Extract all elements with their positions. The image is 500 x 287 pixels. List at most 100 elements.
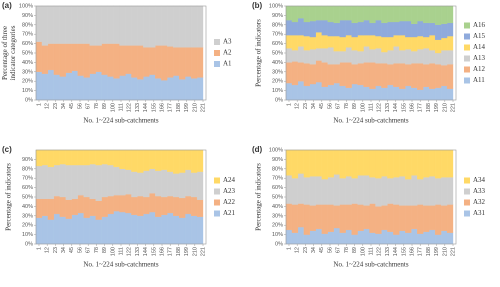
x-tick-label: 177	[168, 247, 174, 256]
bar-segment	[47, 43, 55, 71]
bar-segment	[434, 178, 442, 205]
bar-segment	[387, 50, 394, 65]
x-tick-label: 199	[434, 247, 440, 256]
y-tick-label: 40%	[22, 204, 33, 210]
legend-label: A14	[473, 43, 486, 51]
bar-segment	[339, 19, 346, 38]
y-tick-label: 100%	[19, 3, 33, 9]
bar-segment	[321, 178, 328, 205]
bar-segment	[411, 87, 418, 101]
bar-segment	[196, 171, 204, 200]
bar-segment	[303, 21, 311, 37]
bar-segment	[387, 21, 394, 38]
x-tick-label: 56	[77, 247, 83, 253]
bar-segment	[47, 149, 55, 168]
bar-segment	[53, 213, 61, 245]
x-tick-label: 89	[102, 103, 108, 109]
bar-segment	[143, 76, 150, 101]
x-tick-label: 155	[401, 103, 407, 112]
bar-segment	[339, 36, 346, 52]
y-tick-label: 70%	[22, 32, 33, 38]
y-tick-label: 20%	[22, 223, 33, 229]
bar-segment	[357, 50, 364, 64]
x-tick-label: 188	[176, 103, 182, 112]
bar-segment	[190, 215, 198, 245]
bar-segment	[345, 176, 352, 205]
bar-segment	[297, 149, 305, 174]
bar-segment	[387, 36, 394, 51]
bar-segment	[297, 226, 305, 245]
bar-segment	[285, 175, 293, 204]
bar-segment	[369, 62, 376, 89]
bar-segment	[369, 5, 376, 24]
bar-segment	[125, 169, 132, 195]
bar-segment	[423, 22, 430, 38]
x-tick-label: 89	[102, 247, 108, 253]
bar-segment	[297, 173, 305, 204]
bar-segment	[190, 5, 198, 48]
y-tick-label: 40%	[272, 60, 283, 66]
x-tick-label: 34	[61, 247, 67, 253]
legend-swatch	[214, 199, 220, 206]
bar-segment	[351, 178, 358, 204]
bar-segment	[89, 163, 96, 200]
bar-segment	[434, 87, 442, 101]
bar-segment	[107, 164, 114, 197]
bar-segment	[291, 34, 299, 51]
bar-segment	[393, 177, 400, 205]
bar-segment	[357, 84, 364, 101]
bar-segment	[47, 198, 55, 220]
bar-segment	[179, 47, 186, 80]
bar-segment	[363, 86, 370, 101]
bar-segment	[167, 46, 174, 78]
bar-segment	[429, 149, 436, 177]
x-tick-label: 34	[311, 247, 317, 253]
legend-label: A34	[473, 176, 486, 184]
x-tick-label: 122	[377, 103, 383, 112]
bar-segment	[131, 77, 138, 101]
legend-label: A1	[223, 60, 232, 68]
bar-segment	[333, 5, 340, 24]
bar-segment	[381, 51, 388, 64]
bar-segment	[125, 212, 132, 245]
bar-segment	[363, 46, 370, 63]
bar-segment	[446, 35, 454, 51]
bar-segment	[339, 5, 346, 21]
bar-segment	[167, 171, 174, 197]
bar-segment	[77, 149, 84, 166]
bar-segment	[113, 149, 120, 168]
x-tick-label: 1	[36, 247, 42, 250]
bar-segment	[47, 5, 55, 44]
bar-segment	[417, 63, 424, 90]
bar-segment	[345, 229, 352, 245]
x-tick-label: 210	[192, 247, 198, 256]
bar-segment	[77, 43, 84, 76]
bar-segment	[357, 149, 364, 176]
x-tick-label: 188	[426, 247, 432, 256]
bar-segment	[190, 196, 198, 216]
x-tick-label: 45	[319, 103, 325, 109]
bar-segment	[303, 5, 311, 23]
x-tick-label: 56	[77, 103, 83, 109]
bar-segment	[149, 5, 156, 48]
legend-swatch	[464, 77, 470, 84]
y-tick-label: 40%	[22, 60, 33, 66]
bar-segment	[327, 35, 334, 48]
x-tick-label: 155	[151, 103, 157, 112]
bar-segment	[285, 229, 293, 245]
bar-segment	[149, 211, 156, 245]
bar-segment	[321, 149, 328, 180]
bar-segment	[179, 197, 186, 218]
bar-segment	[113, 210, 120, 245]
bar-segment	[161, 196, 168, 216]
bar-segment	[119, 5, 126, 46]
x-tick-label: 133	[385, 247, 391, 256]
bar-segment	[119, 168, 126, 196]
bar-segment	[333, 50, 340, 65]
bar-segment	[184, 149, 192, 170]
y-tick-label: 10%	[22, 88, 33, 94]
bar-segment	[309, 49, 316, 65]
bar-segment	[327, 5, 334, 23]
bar-segment	[363, 5, 370, 21]
bar-segment	[357, 5, 364, 23]
